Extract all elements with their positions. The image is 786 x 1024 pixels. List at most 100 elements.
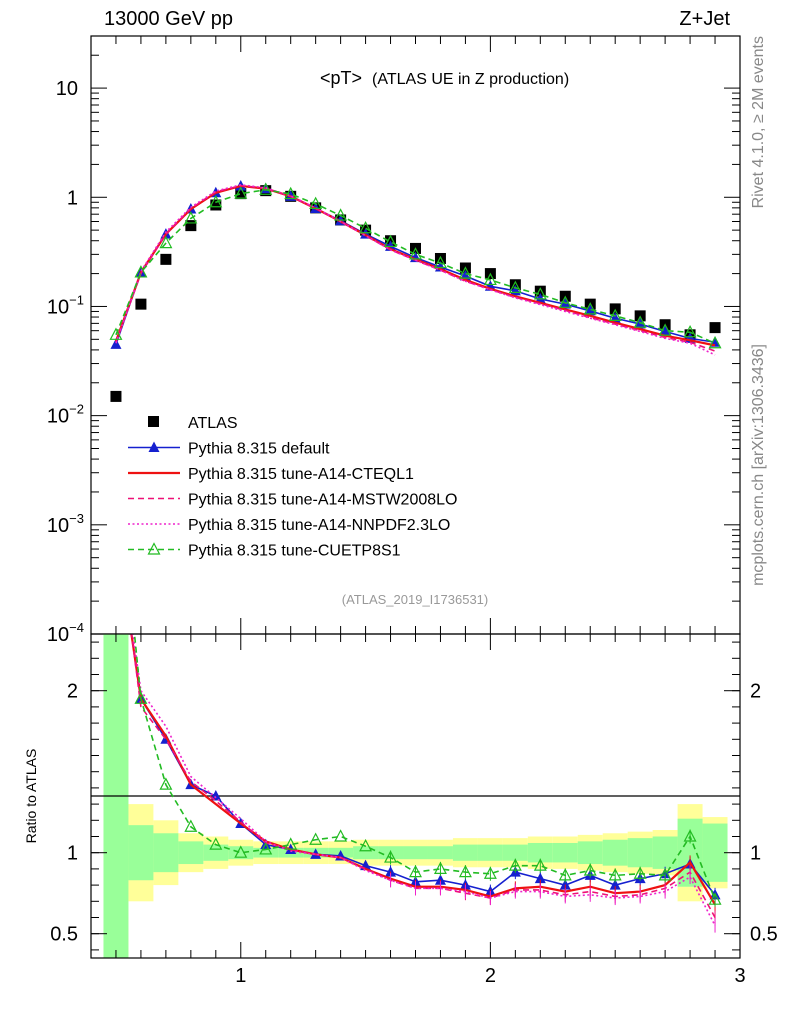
band-green: [627, 838, 653, 868]
data-point: [708, 335, 722, 349]
ratio-point: [508, 858, 522, 871]
ratio-point: [134, 691, 148, 704]
data-point: [534, 285, 546, 297]
band-green: [178, 841, 204, 865]
legend-item: Pythia 8.315 tune-A14-CTEQL1: [128, 466, 414, 483]
data-point: [458, 266, 472, 279]
ratio-y-tick-label-right: 0.5: [750, 924, 778, 946]
process-label: Z+Jet: [679, 8, 730, 30]
ratio-series-group: [130, 634, 722, 933]
main-y-tick-label: 10−2: [47, 402, 84, 428]
band-green: [527, 842, 553, 863]
ratio-series-clipped: [130, 634, 722, 933]
ratio-point: [359, 838, 373, 852]
data-point: [209, 194, 223, 208]
main-y-tick-exponent: −4: [69, 620, 84, 635]
main-y-tick-base: 10: [47, 515, 69, 537]
ratio-point: [209, 837, 223, 850]
data-point: [434, 252, 446, 264]
data-point: [259, 182, 273, 195]
legend-item: ATLAS: [148, 415, 238, 432]
ratio-point: [409, 864, 422, 878]
main-panel-background: [91, 36, 740, 634]
ratio-panel: 0.5 0.5 1 1 2 2 1 2 3 Ratio to ATLAS: [23, 633, 778, 987]
ratio-axis-ticks: 0.5 0.5 1 1 2 2 1 2 3: [50, 634, 778, 987]
ratio-point: [309, 832, 323, 845]
legend-item: Pythia 8.315 tune-A14-MSTW2008LO: [128, 492, 457, 509]
main-y-tick-base: 10: [47, 296, 69, 318]
x-tick-label: 1: [235, 965, 246, 987]
analysis-label: (ATLAS_2019_I1736531): [342, 592, 488, 607]
data-point: [533, 287, 547, 300]
band-green: [477, 844, 503, 861]
ratio-y-axis-label: Ratio to ATLAS: [23, 749, 39, 844]
ratio-point: [284, 837, 298, 850]
ratio-point: [334, 829, 348, 842]
legend-label: Pythia 8.315 tune-A14-NNPDF2.3LO: [188, 517, 450, 534]
ratio-point: [658, 868, 672, 881]
main-y-tick-exponent: −1: [69, 292, 84, 307]
energy-label: 13000 GeV pp: [104, 8, 233, 30]
band-green: [203, 844, 229, 861]
ratio-y-tick-label-right: 2: [750, 681, 761, 703]
data-point: [359, 220, 373, 234]
data-point: [384, 234, 398, 248]
data-point: [210, 199, 222, 211]
main-y-tick-exponent: −2: [69, 402, 84, 417]
main-series-group: [109, 179, 722, 402]
ratio-point: [558, 868, 572, 881]
data-point: [658, 323, 672, 336]
ratio-pythia-8-315-tune-a14-nnpdf2-3lo: [132, 634, 716, 933]
ratio-frame: [90, 633, 741, 959]
mcplots-source-label: mcplots.cern.ch [arXiv:1306.3436]: [750, 344, 767, 586]
ratio-point: [458, 864, 472, 878]
ratio-y-tick-label-right: 1: [750, 843, 761, 865]
legend-item: Pythia 8.315 tune-A14-NNPDF2.3LO: [128, 517, 450, 534]
data-point: [433, 255, 447, 269]
main-y-tick-label: 10−1: [47, 292, 84, 318]
ratio-y-tick-label-left: 0.5: [50, 924, 78, 946]
data-point: [633, 315, 647, 328]
band-green: [577, 841, 603, 865]
x-tick-label: 2: [485, 965, 496, 987]
ratio-point: [433, 861, 447, 875]
ratio-point: [159, 777, 173, 790]
ratio-point: [609, 879, 621, 890]
series-line: [115, 189, 716, 345]
ratio-point: [633, 866, 647, 879]
data-point: [709, 322, 721, 334]
data-point: [235, 188, 247, 200]
legend-label: Pythia 8.315 default: [188, 441, 330, 458]
data-point: [160, 253, 172, 265]
legend-marker: [148, 416, 159, 427]
band-green: [552, 842, 578, 863]
band-green: [228, 846, 254, 860]
ratio-point: [708, 892, 722, 905]
data-point: [509, 279, 521, 291]
main-chart-title: <pT> (ATLAS UE in Z production): [320, 68, 569, 88]
band-green: [502, 844, 528, 861]
rivet-version-label: Rivet 4.1.0, ≥ 2M events: [750, 36, 767, 208]
data-point: [584, 304, 596, 316]
legend-label: ATLAS: [188, 415, 238, 432]
main-y-tick-base: 10: [47, 624, 69, 646]
data-point: [608, 308, 622, 321]
series-line: [115, 184, 716, 356]
ratio-y-tick-label-left: 2: [67, 681, 78, 703]
data-point: [159, 235, 173, 249]
ratio-point: [259, 842, 273, 855]
ratio-point: [234, 845, 248, 858]
data-point: [683, 324, 697, 338]
ratio-point: [184, 819, 198, 832]
ratio-point: [434, 874, 446, 885]
legend-marker: [148, 441, 160, 452]
band-green: [602, 839, 628, 866]
x-tick-label: 3: [734, 965, 745, 987]
band-green: [427, 846, 453, 860]
ratio-point: [534, 872, 546, 884]
data-point: [135, 298, 147, 310]
ratio-point: [683, 829, 697, 842]
band-green: [452, 844, 478, 861]
data-point: [409, 247, 422, 260]
